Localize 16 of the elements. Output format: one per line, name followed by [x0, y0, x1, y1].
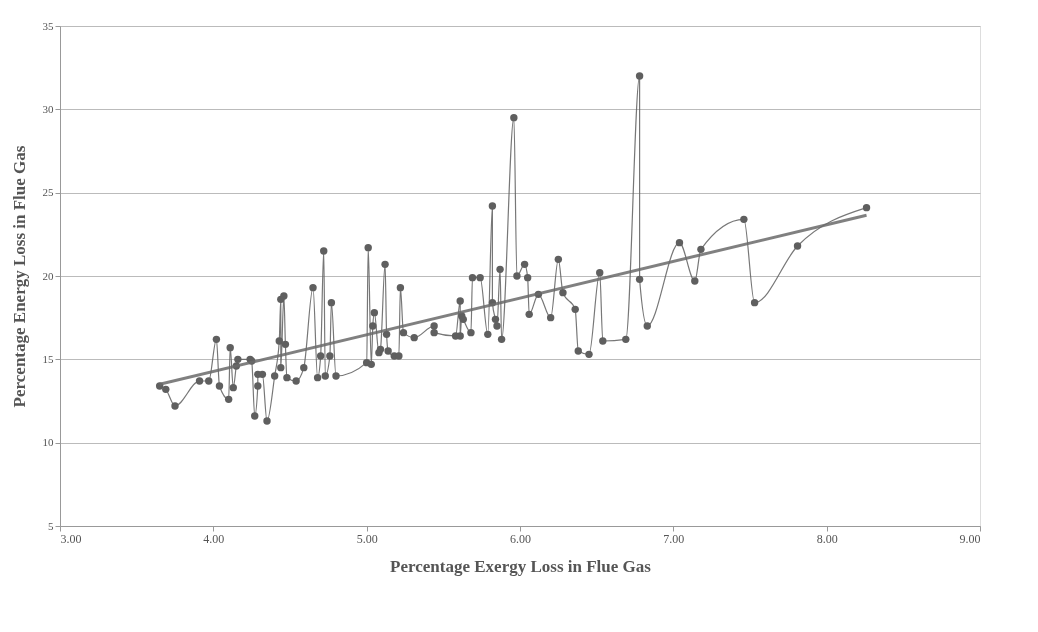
x-tick-label: 7.00: [663, 531, 685, 546]
y-tick-label: 30: [42, 102, 54, 115]
y-tick-label: 20: [42, 269, 54, 282]
y-axis-title: Percentage Energy Loss in Flue Gas: [9, 145, 29, 408]
x-tick-label: 3.00: [60, 531, 82, 546]
x-axis-title: Percentage Exergy Loss in Flue Gas: [390, 556, 652, 576]
y-tick-label: 10: [42, 436, 54, 449]
x-tick-label: 6.00: [510, 531, 531, 546]
x-tick-label: 9.00: [959, 531, 981, 546]
y-tick-label: 15: [42, 352, 54, 365]
y-tick-label: 25: [42, 186, 54, 199]
x-tick-label: 5.00: [356, 531, 378, 546]
x-tick-label: 8.00: [816, 531, 838, 546]
y-tick-label: 35: [42, 19, 54, 32]
y-tick-label: 5: [48, 519, 54, 532]
x-tick-label: 4.00: [203, 531, 225, 546]
